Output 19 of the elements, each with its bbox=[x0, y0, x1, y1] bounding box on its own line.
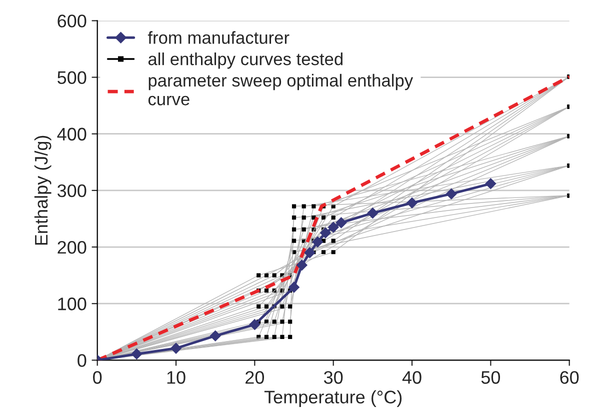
y-tick-label: 500 bbox=[58, 71, 86, 84]
x-tick-label: 30 bbox=[324, 371, 343, 384]
y-axis-title: Enthalpy (J/g) bbox=[34, 136, 52, 245]
x-tick-label: 0 bbox=[93, 371, 102, 384]
x-tick-label: 10 bbox=[167, 371, 186, 384]
y-tick-label: 0 bbox=[78, 354, 86, 367]
y-tick-label: 300 bbox=[58, 184, 86, 198]
y-tick-label: 600 bbox=[58, 14, 86, 28]
x-tick-label: 40 bbox=[402, 371, 422, 384]
x-tick-label: 50 bbox=[481, 371, 500, 384]
y-tick-label: 400 bbox=[57, 128, 86, 141]
legend-label: from manufacturer bbox=[148, 31, 290, 44]
x-tick-label: 20 bbox=[246, 371, 264, 384]
x-axis-title: Temperature (°C) bbox=[264, 390, 402, 408]
x-tick-label: 60 bbox=[560, 371, 579, 384]
y-tick-label: 200 bbox=[58, 240, 86, 254]
legend-label: all enthalpy curves tested bbox=[148, 52, 342, 69]
legend-label: parameter sweep optimal enthalpy curve bbox=[148, 74, 414, 106]
y-tick-label: 100 bbox=[58, 298, 86, 310]
